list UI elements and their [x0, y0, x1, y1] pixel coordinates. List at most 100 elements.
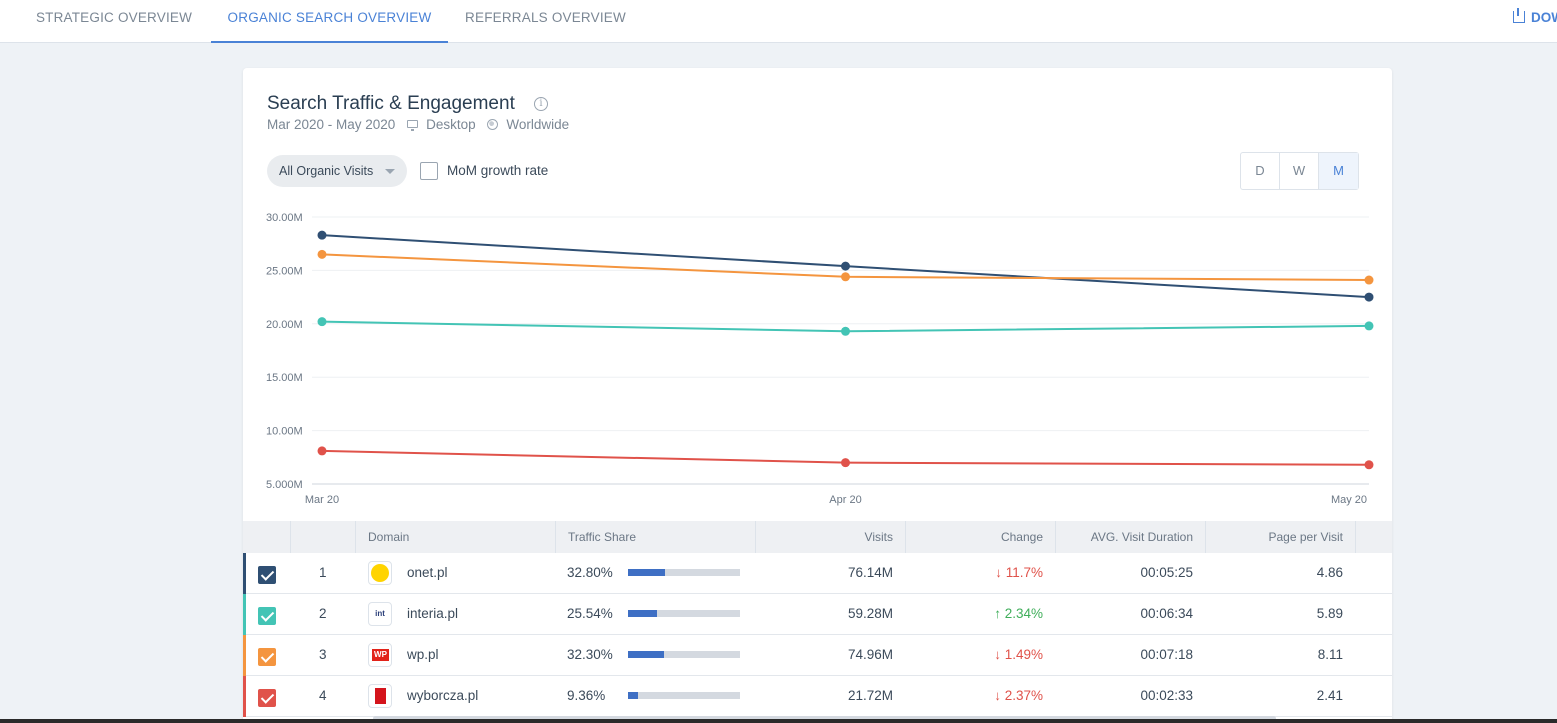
- row-page-per-visit: 5.89: [1316, 606, 1343, 621]
- row-page-per-visit: 8.11: [1317, 647, 1343, 662]
- row-visits: 21.72M: [847, 688, 893, 703]
- traffic-line-chart: 30.00M 25.00M 20.00M 15.00M 10.00M 5.000MMar …: [266, 212, 1374, 506]
- row-color-bar: [243, 635, 246, 676]
- traffic-share-bar: [628, 569, 740, 576]
- header-change[interactable]: Change: [905, 521, 1055, 553]
- x-tick-label: Mar 20: [305, 494, 339, 506]
- data-point: [1364, 275, 1374, 285]
- table-row[interactable]: 2 int interia.pl 25.54% 59.28M ↑ 2.34% 00:06:3…: [243, 594, 1392, 635]
- row-page-per-visit: 2.41: [1316, 688, 1343, 703]
- device-label: Desktop: [426, 117, 476, 132]
- data-point: [1364, 460, 1374, 470]
- header-domain[interactable]: Domain: [355, 521, 555, 553]
- header-extra: [1355, 521, 1392, 553]
- data-point: [841, 261, 850, 271]
- row-checkbox[interactable]: [258, 607, 276, 625]
- granularity-week-button[interactable]: W: [1280, 153, 1319, 189]
- data-point: [841, 272, 850, 282]
- granularity-toggle: D W M: [1240, 152, 1359, 190]
- download-icon: [1513, 8, 1525, 23]
- mom-growth-checkbox[interactable]: [420, 162, 438, 180]
- row-traffic-share: 32.30%: [567, 647, 613, 662]
- granularity-month-button[interactable]: M: [1319, 153, 1358, 189]
- wyborcza-logo-icon: [368, 684, 392, 708]
- data-point: [1364, 292, 1374, 302]
- tab-strategic-overview[interactable]: STRATEGIC OVERVIEW: [35, 10, 193, 25]
- horizontal-scrollbar[interactable]: [373, 716, 1276, 721]
- data-point: [317, 249, 327, 259]
- arrow-up-icon: ↑: [994, 606, 1001, 621]
- date-range: Mar 2020 - May 2020: [267, 117, 396, 132]
- row-checkbox[interactable]: [258, 566, 276, 584]
- row-traffic-share: 25.54%: [567, 606, 613, 621]
- row-visit-duration: 00:05:25: [1140, 565, 1193, 580]
- row-rank: 1: [319, 565, 327, 580]
- chevron-down-icon: [385, 169, 395, 174]
- header-visit-duration[interactable]: AVG. Visit Duration: [1055, 521, 1205, 553]
- wp-logo-icon: WP: [368, 643, 392, 667]
- row-traffic-share: 9.36%: [567, 688, 606, 703]
- top-navigation: STRATEGIC OVERVIEW ORGANIC SEARCH OVERVI…: [0, 0, 1557, 43]
- table-row[interactable]: 3 WP wp.pl 32.30% 74.96M ↓ 1.49% 00:07:18 8.11: [243, 635, 1392, 676]
- arrow-down-icon: ↓: [995, 565, 1002, 580]
- data-point: [1364, 321, 1374, 331]
- row-change-value: 2.34%: [1004, 606, 1043, 621]
- download-button[interactable]: DOWNLOAD: [1513, 0, 1557, 36]
- desktop-icon: [407, 120, 419, 131]
- traffic-share-bar: [628, 651, 740, 658]
- y-tick-label: 5.000M: [266, 479, 303, 491]
- row-color-bar: [243, 553, 246, 594]
- mom-growth-label[interactable]: MoM growth rate: [447, 163, 549, 178]
- table-row[interactable]: 1 onet.pl 32.80% 76.14M ↓ 11.7% 00:05:25 4.86: [243, 553, 1392, 594]
- visits-type-dropdown[interactable]: All Organic Visits: [267, 155, 407, 187]
- header-page-per-visit[interactable]: Page per Visit: [1205, 521, 1355, 553]
- row-change-value: 11.7%: [1005, 565, 1043, 580]
- data-point: [317, 230, 327, 240]
- header-visits[interactable]: Visits: [755, 521, 905, 553]
- row-domain[interactable]: wp.pl: [407, 647, 439, 662]
- interia-logo-icon: int: [368, 602, 392, 626]
- row-visit-duration: 00:06:34: [1140, 606, 1193, 621]
- row-visit-duration: 00:02:33: [1140, 688, 1193, 703]
- row-checkbox[interactable]: [258, 689, 276, 707]
- table-header: Domain Traffic Share Visits Change AVG. …: [243, 521, 1392, 553]
- traffic-share-bar: [628, 610, 740, 617]
- download-label: DOWNLOAD: [1531, 10, 1557, 25]
- tab-referrals-overview[interactable]: REFERRALS OVERVIEW: [465, 10, 626, 25]
- y-tick-label: 20.00M: [266, 319, 303, 331]
- region-label: Worldwide: [506, 117, 570, 132]
- row-color-bar: [243, 594, 246, 635]
- dropdown-value: All Organic Visits: [279, 164, 374, 178]
- info-icon[interactable]: i: [534, 97, 548, 111]
- row-visits: 76.14M: [847, 565, 893, 580]
- data-point: [317, 317, 327, 327]
- table-row[interactable]: 4 wyborcza.pl 9.36% 21.72M ↓ 2.37% 00:02:33 2.…: [243, 676, 1392, 717]
- row-rank: 3: [319, 647, 327, 662]
- row-domain[interactable]: onet.pl: [407, 565, 448, 580]
- row-change: ↓ 11.7%: [905, 553, 1043, 594]
- row-traffic-share: 32.80%: [567, 565, 613, 580]
- row-domain[interactable]: interia.pl: [407, 606, 459, 621]
- search-traffic-card: Search Traffic & Engagement i Mar 2020 -…: [243, 68, 1392, 723]
- y-tick-label: 15.00M: [266, 372, 303, 384]
- window-bottom-edge: [0, 719, 1557, 723]
- granularity-day-button[interactable]: D: [1241, 153, 1280, 189]
- row-checkbox[interactable]: [258, 648, 276, 666]
- header-traffic-share[interactable]: Traffic Share: [555, 521, 755, 553]
- data-point: [841, 458, 850, 468]
- arrow-down-icon: ↓: [994, 647, 1001, 662]
- row-domain[interactable]: wyborcza.pl: [407, 688, 479, 703]
- traffic-share-bar: [628, 692, 740, 699]
- y-tick-label: 25.00M: [266, 265, 303, 277]
- y-tick-label: 10.00M: [266, 426, 303, 438]
- tab-organic-search-overview[interactable]: ORGANIC SEARCH OVERVIEW: [211, 0, 448, 43]
- row-change: ↓ 2.37%: [905, 676, 1043, 717]
- row-rank: 2: [319, 606, 327, 621]
- row-change-value: 1.49%: [1004, 647, 1043, 662]
- row-visits: 74.96M: [847, 647, 893, 662]
- row-change: ↓ 1.49%: [905, 635, 1043, 676]
- row-page-per-visit: 4.86: [1316, 565, 1343, 580]
- row-visits: 59.28M: [847, 606, 893, 621]
- x-tick-label: Apr 20: [829, 494, 861, 506]
- row-color-bar: [243, 676, 246, 717]
